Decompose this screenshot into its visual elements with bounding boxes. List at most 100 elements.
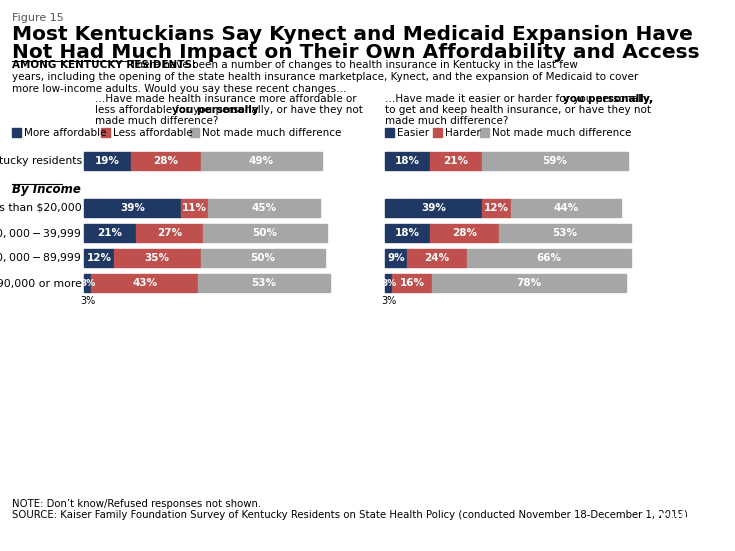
Text: Figure 15: Figure 15	[12, 13, 64, 23]
Bar	[101, 128, 110, 137]
Bar	[392, 274, 432, 292]
Bar	[430, 224, 499, 242]
Text: NOTE: Don’t know/Refused responses not shown.: NOTE: Don’t know/Refused responses not s…	[12, 499, 261, 509]
Text: By Income: By Income	[12, 183, 81, 196]
Text: you personally,: you personally,	[563, 94, 653, 104]
Bar	[181, 199, 208, 217]
Bar	[201, 152, 322, 170]
Text: Easier: Easier	[397, 128, 429, 138]
Text: 43%: 43%	[132, 278, 157, 288]
Bar	[91, 274, 198, 292]
Text: 78%: 78%	[516, 278, 542, 288]
Bar	[203, 224, 327, 242]
Text: 9%: 9%	[387, 253, 405, 263]
Text: 39%: 39%	[421, 203, 446, 213]
Bar	[385, 128, 394, 137]
Text: 27%: 27%	[157, 228, 182, 238]
Bar	[84, 274, 91, 292]
Text: 18%: 18%	[395, 228, 420, 238]
Text: more low-income adults. Would you say these recent changes…: more low-income adults. Would you say th…	[12, 84, 346, 94]
Text: 45%: 45%	[251, 203, 276, 213]
Text: Most Kentuckians Say Kynect and Medicaid Expansion Have: Most Kentuckians Say Kynect and Medicaid…	[12, 25, 693, 44]
Text: 35%: 35%	[145, 253, 170, 263]
Text: AMONG KENTUCKY RESIDENTS:: AMONG KENTUCKY RESIDENTS:	[12, 60, 196, 70]
Bar	[84, 249, 114, 267]
Bar	[198, 274, 329, 292]
Text: made much difference?: made much difference?	[95, 116, 218, 126]
Text: made much difference?: made much difference?	[385, 116, 509, 126]
Bar	[432, 274, 625, 292]
Text: 28%: 28%	[154, 156, 179, 166]
Bar	[84, 224, 136, 242]
Text: Total Kentucky residents: Total Kentucky residents	[0, 156, 82, 166]
Text: More affordable: More affordable	[24, 128, 107, 138]
Bar	[208, 199, 320, 217]
Text: 3%: 3%	[80, 278, 96, 288]
Text: 50%: 50%	[253, 228, 278, 238]
Text: …Have made health insurance more affordable or: …Have made health insurance more afforda…	[95, 94, 356, 104]
Text: 66%: 66%	[536, 253, 562, 263]
Bar	[467, 249, 631, 267]
Bar	[512, 199, 620, 217]
Text: $20,000 - $39,999: $20,000 - $39,999	[0, 226, 82, 240]
Bar	[201, 249, 325, 267]
Text: Harder: Harder	[445, 128, 481, 138]
Text: 53%: 53%	[552, 228, 577, 238]
Text: 19%: 19%	[95, 156, 120, 166]
Bar	[84, 152, 131, 170]
Bar	[481, 199, 512, 217]
Text: SOURCE: Kaiser Family Foundation Survey of Kentucky Residents on State Health Po: SOURCE: Kaiser Family Foundation Survey …	[12, 510, 688, 520]
Text: 53%: 53%	[251, 278, 276, 288]
Text: FOUNDATION: FOUNDATION	[660, 537, 703, 542]
Text: Less affordable: Less affordable	[113, 128, 193, 138]
Bar	[407, 249, 467, 267]
Bar	[499, 224, 631, 242]
Text: 49%: 49%	[249, 156, 274, 166]
Bar	[84, 199, 181, 217]
Text: 3%: 3%	[80, 296, 96, 306]
Text: 24%: 24%	[425, 253, 450, 263]
Text: $40,000 - $89,999: $40,000 - $89,999	[0, 251, 82, 264]
Text: 3%: 3%	[381, 296, 396, 306]
Text: Not Had Much Impact on Their Own Affordability and Access: Not Had Much Impact on Their Own Afforda…	[12, 43, 700, 62]
Text: 59%: 59%	[542, 156, 567, 166]
Bar	[131, 152, 201, 170]
Text: 21%: 21%	[443, 156, 468, 166]
Text: less affordable for you personally, or have they not: less affordable for you personally, or h…	[95, 105, 363, 115]
Bar	[385, 274, 392, 292]
Text: 39%: 39%	[120, 203, 145, 213]
Bar	[480, 128, 490, 137]
Text: …Have made it easier or harder for you personally,: …Have made it easier or harder for you p…	[385, 94, 653, 104]
Text: you personally: you personally	[172, 105, 259, 115]
Text: 12%: 12%	[87, 253, 112, 263]
Text: Not made much difference: Not made much difference	[202, 128, 341, 138]
Text: 50%: 50%	[250, 253, 275, 263]
Bar	[433, 128, 442, 137]
Text: Less than $20,000: Less than $20,000	[0, 203, 82, 213]
Text: 28%: 28%	[452, 228, 477, 238]
Bar	[12, 128, 21, 137]
Text: $90,000 or more: $90,000 or more	[0, 278, 82, 288]
Bar	[385, 199, 481, 217]
Bar	[481, 152, 628, 170]
Text: Not made much difference: Not made much difference	[492, 128, 631, 138]
Text: 21%: 21%	[98, 228, 123, 238]
Text: 11%: 11%	[182, 203, 207, 213]
Bar	[385, 152, 430, 170]
Bar	[114, 249, 201, 267]
Text: to get and keep health insurance, or have they not: to get and keep health insurance, or hav…	[385, 105, 651, 115]
Text: There have been a number of changes to health insurance in Kentucky in the last : There have been a number of changes to h…	[127, 60, 578, 70]
Text: 18%: 18%	[395, 156, 420, 166]
Text: 44%: 44%	[553, 203, 578, 213]
Bar	[430, 152, 481, 170]
Text: THE HENRY J.: THE HENRY J.	[660, 504, 703, 509]
Text: years, including the opening of the state health insurance marketplace, Kynect, : years, including the opening of the stat…	[12, 72, 638, 82]
Text: 16%: 16%	[400, 278, 425, 288]
Bar	[385, 224, 430, 242]
Text: KAISER: KAISER	[661, 512, 703, 522]
Bar	[136, 224, 203, 242]
Bar	[190, 128, 199, 137]
Text: 3%: 3%	[381, 278, 396, 288]
Bar	[385, 249, 407, 267]
Text: 12%: 12%	[484, 203, 509, 213]
